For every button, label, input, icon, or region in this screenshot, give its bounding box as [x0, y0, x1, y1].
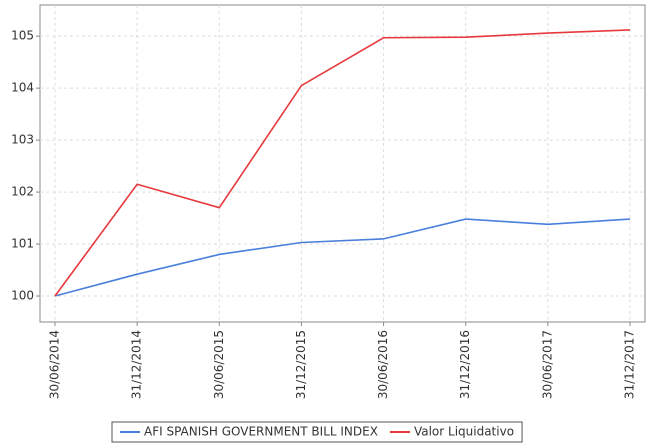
x-tick-label: 30/06/2014: [48, 330, 62, 399]
series-line: [54, 29, 631, 297]
x-tick-label: 31/12/2017: [623, 330, 637, 399]
x-tick-label: 31/12/2016: [458, 330, 472, 399]
legend-label: Valor Liquidativo: [414, 425, 514, 439]
y-tick-label: 103: [11, 133, 34, 147]
legend: AFI SPANISH GOVERNMENT BILL INDEX Valor L…: [111, 421, 523, 443]
x-tick-label: 30/06/2017: [540, 330, 554, 399]
legend-label: AFI SPANISH GOVERNMENT BILL INDEX: [144, 425, 378, 439]
legend-box: [111, 421, 523, 443]
x-tick-label: 30/06/2015: [212, 330, 226, 399]
y-tick-label: 105: [11, 29, 34, 43]
x-tick-label: 30/06/2016: [376, 330, 390, 399]
x-tick-label: 31/12/2014: [130, 330, 144, 399]
x-tick-label: 31/12/2015: [294, 330, 308, 399]
y-tick-label: 104: [11, 81, 34, 95]
y-tick-label: 101: [11, 237, 34, 251]
series-line: [54, 218, 631, 297]
y-tick-label: 100: [11, 289, 34, 303]
plot-area: [39, 4, 646, 323]
y-tick-label: 102: [11, 185, 34, 199]
